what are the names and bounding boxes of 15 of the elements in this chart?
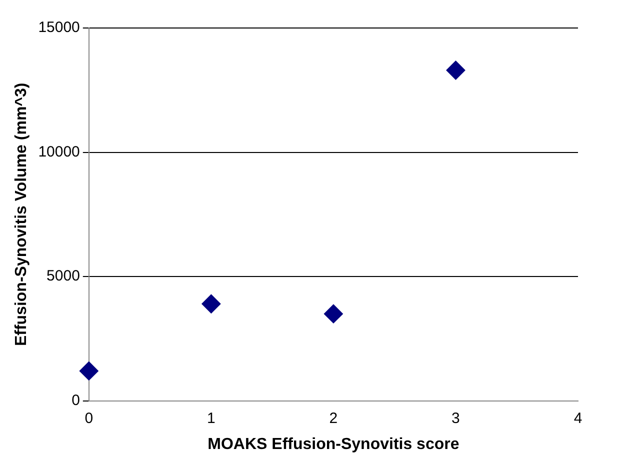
point	[324, 304, 343, 324]
y-axis-title: Effusion-Synovitis Volume (mm^3)	[13, 82, 30, 346]
x-tick-label: 1	[207, 410, 216, 427]
x-tick-label: 0	[84, 410, 94, 427]
y-tick-label: 5000	[46, 268, 80, 285]
x-axis-title: MOAKS Effusion-Synovitis score	[208, 436, 460, 453]
point	[202, 294, 221, 314]
x-tick-label: 3	[452, 410, 460, 427]
point	[79, 361, 98, 380]
y-tick-label: 10000	[38, 143, 80, 160]
y-tick-label: 0	[72, 392, 80, 409]
point	[446, 60, 466, 80]
y-tick-label: 15000	[38, 19, 80, 36]
x-tick-label: 2	[329, 410, 338, 427]
x-tick-label: 4	[574, 410, 582, 427]
